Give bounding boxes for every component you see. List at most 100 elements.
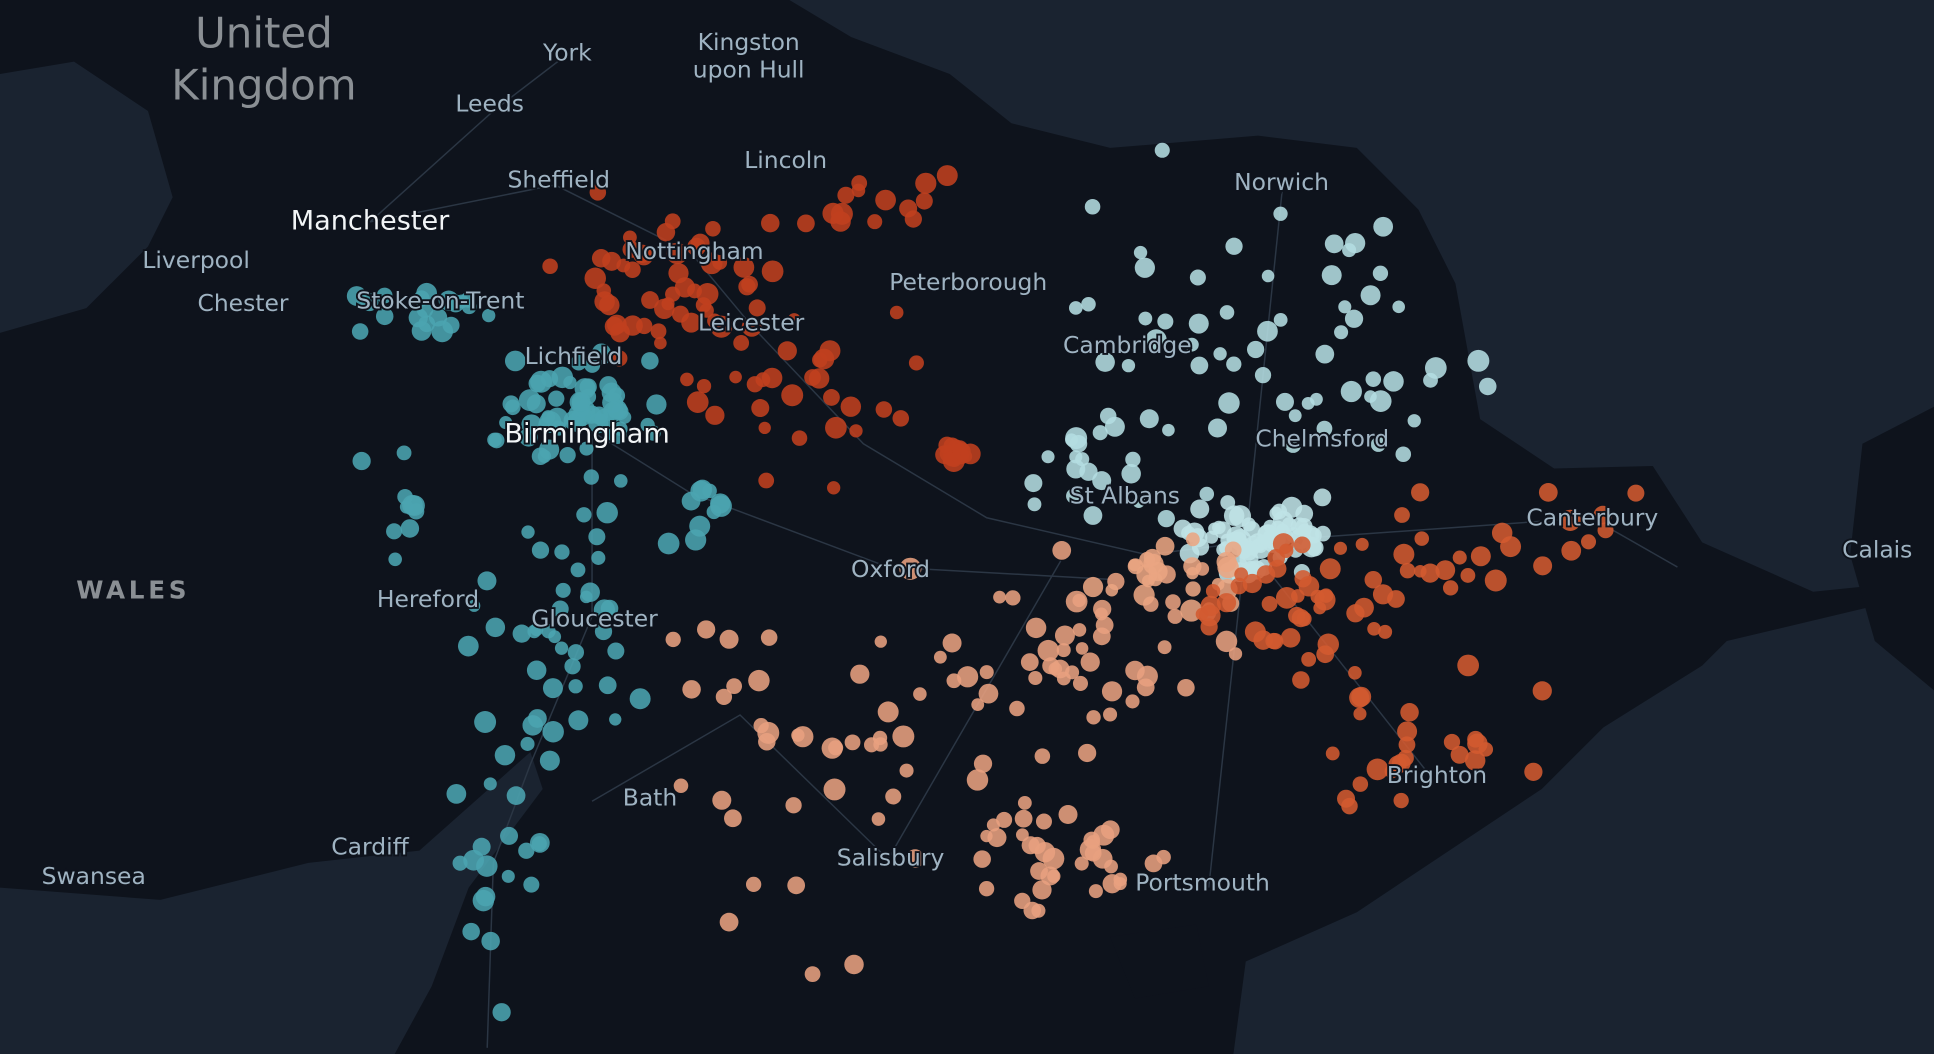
point <box>781 384 804 407</box>
land <box>1850 406 1934 691</box>
point <box>942 633 962 653</box>
place-label: Oxford <box>851 555 930 583</box>
point <box>1285 436 1302 453</box>
point <box>1313 601 1327 615</box>
point <box>687 237 706 257</box>
point <box>1414 531 1430 546</box>
place-label: Salisbury <box>837 844 945 872</box>
point <box>1491 522 1513 544</box>
point <box>520 736 535 751</box>
point <box>1121 358 1136 373</box>
point <box>980 829 993 843</box>
point <box>1316 420 1333 437</box>
point <box>874 635 887 648</box>
point <box>785 797 802 814</box>
point <box>987 828 1007 848</box>
point <box>1393 543 1415 565</box>
point <box>867 214 883 230</box>
point <box>1025 617 1047 639</box>
point <box>1257 320 1278 342</box>
point <box>1205 583 1221 599</box>
point <box>599 294 620 316</box>
point <box>579 441 594 456</box>
point <box>699 303 714 318</box>
point <box>1467 730 1484 748</box>
point <box>1190 499 1210 519</box>
point <box>758 472 775 489</box>
point <box>813 348 835 370</box>
point <box>748 669 770 692</box>
point <box>978 881 995 897</box>
point <box>583 469 599 485</box>
point <box>1157 509 1175 528</box>
place-label: Gloucester <box>531 605 658 633</box>
point <box>539 750 560 771</box>
point <box>1261 596 1278 612</box>
place-label: Manchester <box>291 205 450 236</box>
point <box>1244 621 1266 643</box>
point <box>1058 804 1078 824</box>
point <box>554 544 570 560</box>
place-label: Lichfield <box>525 342 623 370</box>
point <box>1185 532 1200 547</box>
point <box>1040 866 1060 886</box>
point <box>1273 312 1288 327</box>
point <box>1162 423 1175 437</box>
point <box>957 666 979 688</box>
point <box>601 382 622 403</box>
point <box>1364 390 1377 403</box>
point <box>844 954 864 975</box>
point <box>467 599 481 612</box>
point <box>822 202 844 224</box>
point <box>1101 681 1123 702</box>
place-label: Swansea <box>42 862 146 890</box>
point <box>1199 486 1215 502</box>
point <box>1597 522 1614 539</box>
point <box>624 261 641 278</box>
point <box>1372 265 1389 281</box>
point <box>1292 671 1310 689</box>
point <box>1397 721 1418 742</box>
point <box>1103 707 1118 722</box>
point <box>729 370 742 384</box>
point <box>1315 344 1335 364</box>
point <box>594 622 613 641</box>
point <box>1143 553 1164 575</box>
point <box>595 348 611 365</box>
place-label: Calais <box>1842 536 1912 564</box>
point <box>1215 630 1238 653</box>
point <box>411 321 432 341</box>
point <box>705 405 725 425</box>
point <box>1173 519 1192 538</box>
point <box>477 571 497 591</box>
point <box>1524 762 1543 781</box>
point <box>665 631 681 648</box>
point <box>1318 588 1334 603</box>
point <box>712 790 732 810</box>
point <box>1627 484 1645 502</box>
point <box>1083 506 1103 525</box>
point <box>1084 198 1101 215</box>
point <box>1365 371 1382 387</box>
point <box>1246 340 1265 359</box>
point <box>474 711 497 733</box>
point <box>351 323 369 340</box>
point <box>584 267 606 289</box>
point <box>1420 563 1440 583</box>
point <box>1561 540 1582 561</box>
point <box>936 165 958 187</box>
points <box>346 142 1645 1022</box>
point <box>1154 142 1170 158</box>
point <box>748 299 766 317</box>
point <box>899 199 918 218</box>
point <box>1388 755 1407 774</box>
point <box>791 430 808 446</box>
roads <box>369 53 1678 1048</box>
point <box>541 624 556 639</box>
place-label: Sheffield <box>507 166 610 194</box>
point <box>481 931 500 951</box>
point <box>724 809 742 828</box>
point <box>1218 392 1240 414</box>
point <box>1242 573 1262 594</box>
point <box>1315 525 1331 542</box>
